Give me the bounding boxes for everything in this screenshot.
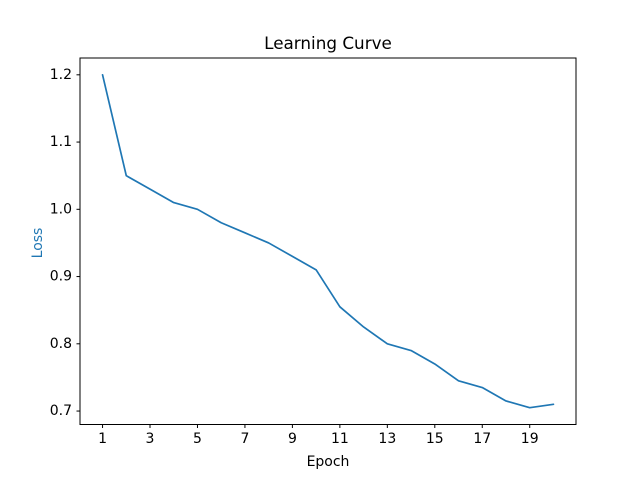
chart-title: Learning Curve [264,33,392,53]
y-tick-label: 0.9 [50,269,72,285]
x-tick-label: 13 [378,431,396,447]
y-tick-label: 1.2 [50,67,72,83]
x-tick-label: 1 [98,431,107,447]
x-tick-label: 15 [426,431,444,447]
y-tick-label: 1.0 [50,201,72,217]
y-axis-label: Loss [30,227,46,259]
axes-spines [79,57,577,425]
x-axis-label: Epoch [306,454,350,470]
y-tick-label: 0.8 [50,336,72,352]
loss-curve-line [101,73,555,409]
x-tick-label: 17 [473,431,491,447]
x-tick-label: 11 [331,431,349,447]
x-tick-label: 19 [521,431,539,447]
x-tick-label: 9 [288,431,297,447]
x-tick-label: 7 [240,431,249,447]
x-tick-label: 5 [193,431,202,447]
y-tick-label: 1.1 [50,134,72,150]
y-tick-label: 0.7 [50,403,72,419]
x-tick-label: 3 [146,431,155,447]
